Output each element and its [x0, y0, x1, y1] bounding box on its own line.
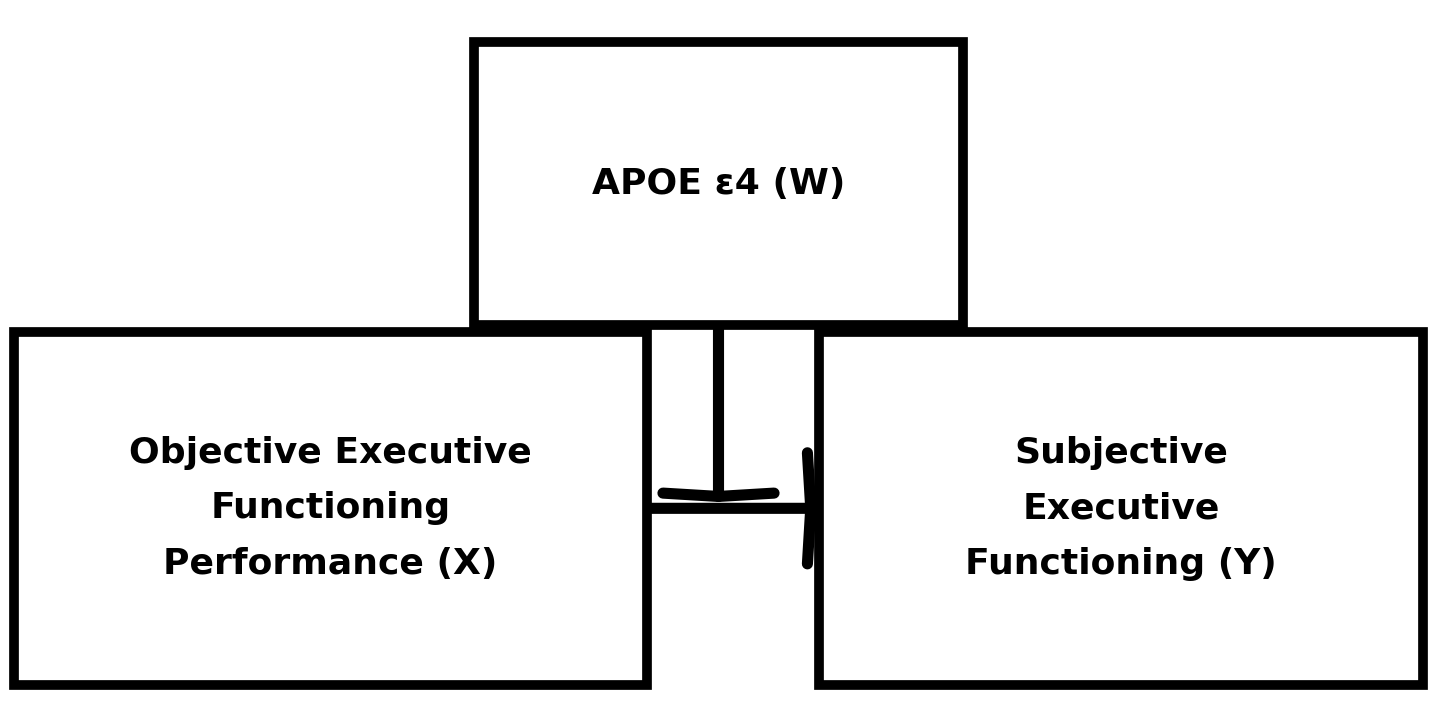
Text: APOE ε4 (W): APOE ε4 (W) — [592, 167, 845, 201]
FancyBboxPatch shape — [819, 332, 1423, 685]
Text: Objective Executive
Functioning
Performance (X): Objective Executive Functioning Performa… — [129, 436, 532, 581]
Text: Subjective
Executive
Functioning (Y): Subjective Executive Functioning (Y) — [966, 436, 1276, 581]
FancyBboxPatch shape — [14, 332, 647, 685]
FancyBboxPatch shape — [474, 42, 963, 325]
